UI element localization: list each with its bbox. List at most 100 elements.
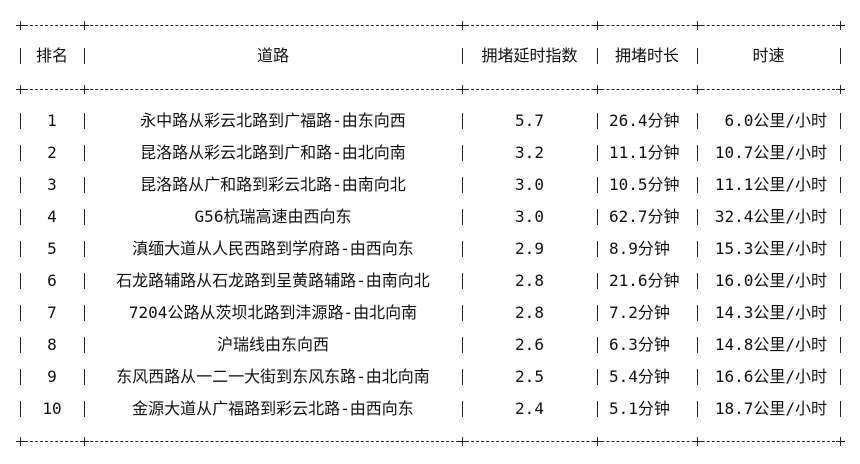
cell-index: 2.6	[515, 335, 544, 354]
cell-duration: 5.1分钟	[609, 399, 670, 418]
cell-rank: 4	[47, 207, 57, 226]
table-corner-plus	[593, 437, 602, 446]
column-separator	[597, 113, 598, 129]
cell-road: 石龙路辅路从石龙路到呈黄路辅路-由南向北	[116, 271, 430, 290]
cell-road: 金源大道从广福路到彩云北路-由西向东	[132, 399, 414, 418]
table-corner-plus	[836, 21, 845, 30]
column-separator	[84, 48, 85, 64]
cell-index: 2.8	[515, 271, 544, 290]
table-corner-plus	[693, 85, 702, 94]
cell-rank: 3	[47, 175, 57, 194]
column-separator	[20, 305, 21, 321]
column-separator	[597, 177, 598, 193]
table-corner-plus	[80, 437, 89, 446]
table-corner-plus	[16, 437, 25, 446]
cell-speed: 11.1公里/小时	[714, 175, 827, 194]
cell-index: 2.9	[515, 239, 544, 258]
column-separator	[462, 401, 463, 417]
cell-rank: 1	[47, 111, 57, 130]
column-separator	[697, 48, 698, 64]
table-corner-plus	[593, 21, 602, 30]
column-separator	[840, 48, 841, 64]
cell-speed: 10.7公里/小时	[714, 143, 827, 162]
column-separator	[462, 113, 463, 129]
cell-rank: 5	[47, 239, 57, 258]
cell-rank: 10	[42, 399, 62, 418]
cell-road: G56杭瑞高速由西向东	[194, 207, 352, 226]
column-separator	[840, 241, 841, 257]
column-separator	[697, 209, 698, 225]
column-separator	[697, 113, 698, 129]
table-corner-plus	[80, 85, 89, 94]
cell-rank: 6	[47, 271, 57, 290]
cell-index: 2.8	[515, 303, 544, 322]
column-separator	[20, 241, 21, 257]
cell-index: 3.0	[515, 175, 544, 194]
table-corner-plus	[836, 437, 845, 446]
cell-index: 3.0	[515, 207, 544, 226]
column-separator	[84, 113, 85, 129]
cell-speed: 14.3公里/小时	[714, 303, 827, 322]
table-corner-plus	[80, 21, 89, 30]
cell-index: 2.4	[515, 399, 544, 418]
column-separator	[840, 401, 841, 417]
table-corner-plus	[693, 21, 702, 30]
column-separator	[840, 305, 841, 321]
cell-road: 东风西路从一二一大街到东风东路-由北向南	[116, 367, 430, 386]
column-separator	[20, 177, 21, 193]
table-corner-plus	[458, 437, 467, 446]
column-separator	[597, 209, 598, 225]
column-separator	[840, 209, 841, 225]
column-separator	[597, 48, 598, 64]
column-separator	[697, 305, 698, 321]
column-separator	[840, 177, 841, 193]
cell-road: 昆洛路从彩云北路到广和路-由北向南	[140, 143, 406, 162]
cell-speed: 6.0公里/小时	[724, 111, 827, 130]
cell-duration: 10.5分钟	[609, 175, 680, 194]
cell-index: 3.2	[515, 143, 544, 162]
column-separator	[20, 337, 21, 353]
column-separator	[20, 369, 21, 385]
header-rank: 排名	[35, 46, 68, 65]
column-separator	[462, 48, 463, 64]
column-separator	[462, 369, 463, 385]
table-corner-plus	[836, 85, 845, 94]
column-separator	[462, 241, 463, 257]
column-separator	[840, 273, 841, 289]
header-duration: 拥堵时长	[614, 46, 679, 65]
column-separator	[20, 145, 21, 161]
column-separator	[20, 209, 21, 225]
column-separator	[697, 337, 698, 353]
column-separator	[84, 401, 85, 417]
column-separator	[462, 305, 463, 321]
column-separator	[84, 209, 85, 225]
table-corner-plus	[16, 85, 25, 94]
header-index: 拥堵延时指数	[481, 46, 578, 65]
cell-duration: 62.7分钟	[609, 207, 680, 226]
header-road: 道路	[256, 46, 289, 65]
column-separator	[597, 305, 598, 321]
cell-road: 滇缅大道从人民西路到学府路-由西向东	[132, 239, 414, 258]
column-separator	[597, 145, 598, 161]
cell-duration: 5.4分钟	[609, 367, 670, 386]
column-separator	[697, 273, 698, 289]
cell-duration: 6.3分钟	[609, 335, 670, 354]
table-corner-plus	[458, 85, 467, 94]
column-separator	[84, 241, 85, 257]
cell-duration: 7.2分钟	[609, 303, 670, 322]
column-separator	[697, 401, 698, 417]
column-separator	[697, 369, 698, 385]
column-separator	[597, 401, 598, 417]
table-corner-plus	[593, 85, 602, 94]
cell-speed: 15.3公里/小时	[714, 239, 827, 258]
column-separator	[697, 177, 698, 193]
column-separator	[840, 337, 841, 353]
column-separator	[84, 337, 85, 353]
cell-speed: 32.4公里/小时	[714, 207, 827, 226]
cell-rank: 9	[47, 367, 57, 386]
column-separator	[840, 369, 841, 385]
table-corner-plus	[693, 437, 702, 446]
column-separator	[697, 145, 698, 161]
cell-speed: 16.6公里/小时	[714, 367, 827, 386]
column-separator	[840, 113, 841, 129]
